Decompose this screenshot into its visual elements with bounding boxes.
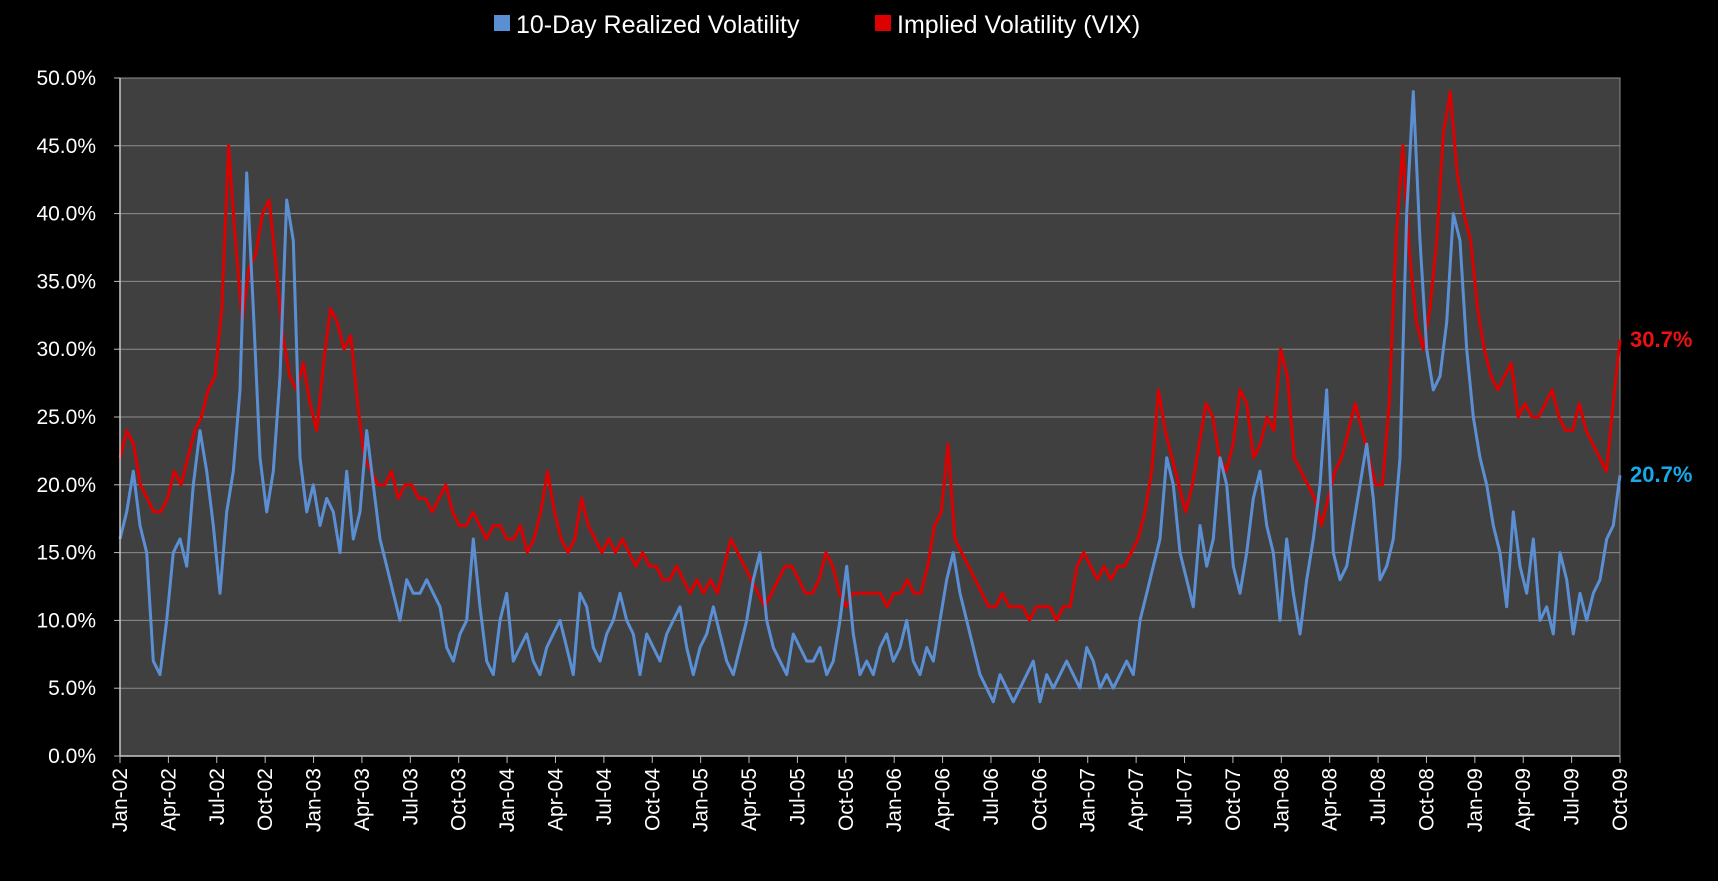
x-tick-label: Oct-09 bbox=[1609, 768, 1632, 831]
legend-label-realized: 10-Day Realized Volatility bbox=[516, 11, 800, 39]
y-tick-label: 5.0% bbox=[48, 677, 96, 700]
x-tick-label: Jul-06 bbox=[980, 768, 1003, 825]
x-tick-label: Apr-06 bbox=[932, 768, 955, 831]
legend-item-realized: 10-Day Realized Volatility bbox=[494, 11, 800, 39]
y-tick-label: 30.0% bbox=[36, 338, 96, 361]
gridlines bbox=[114, 77, 1621, 763]
x-tick-label: Jul-04 bbox=[593, 768, 616, 826]
x-tick-label: Jan-03 bbox=[303, 768, 326, 832]
x-tick-label: Apr-04 bbox=[544, 768, 567, 831]
end-value-label-realized: 20.7% bbox=[1630, 462, 1692, 487]
y-tick-label: 25.0% bbox=[36, 406, 96, 429]
series-line-realized bbox=[118, 90, 1622, 704]
x-tick-label: Oct-03 bbox=[448, 768, 471, 831]
x-tick-label: Oct-07 bbox=[1222, 768, 1245, 831]
x-tick-label: Jan-09 bbox=[1464, 768, 1487, 832]
x-tick-label: Jul-03 bbox=[399, 768, 422, 825]
x-tick-label: Apr-05 bbox=[738, 768, 761, 831]
x-tick-label: Jul-08 bbox=[1367, 768, 1390, 825]
x-tick-label: Apr-09 bbox=[1512, 768, 1535, 831]
y-tick-label: 10.0% bbox=[36, 609, 96, 632]
legend-swatch-implied bbox=[875, 15, 891, 31]
y-tick-label: 35.0% bbox=[36, 270, 96, 293]
legend-label-implied: Implied Volatility (VIX) bbox=[897, 11, 1140, 39]
x-tick-label: Apr-02 bbox=[157, 768, 180, 831]
x-tick-label: Jul-02 bbox=[206, 768, 229, 825]
x-tick-label: Jan-07 bbox=[1077, 768, 1100, 832]
x-tick-label: Oct-05 bbox=[835, 768, 858, 831]
series-layer bbox=[118, 90, 1622, 704]
x-tick-label: Jan-02 bbox=[109, 768, 132, 832]
x-tick-label: Jan-05 bbox=[690, 768, 713, 832]
x-tick-label: Oct-08 bbox=[1415, 768, 1438, 831]
axes bbox=[119, 78, 1620, 757]
x-tick-label: Oct-04 bbox=[641, 768, 664, 831]
tick-labels: 0.0% 5.0% 10.0% 15.0% 20.0% 25.0% 30.0% 35.0% 40… bbox=[36, 67, 1632, 832]
x-tick-label: Oct-06 bbox=[1028, 768, 1051, 831]
legend-item-implied: Implied Volatility (VIX) bbox=[875, 11, 1140, 39]
y-tick-label: 50.0% bbox=[36, 67, 96, 90]
y-tick-label: 20.0% bbox=[36, 474, 96, 497]
x-tick-label: Jul-07 bbox=[1174, 768, 1197, 825]
end-value-label-implied: 30.7% bbox=[1630, 327, 1692, 352]
x-tick-label: Apr-07 bbox=[1125, 768, 1148, 831]
legend: 10-Day Realized Volatility Implied Volat… bbox=[494, 11, 1140, 39]
y-tick-label: 15.0% bbox=[36, 542, 96, 565]
x-tick-label: Jul-05 bbox=[786, 768, 809, 825]
x-tick-label: Apr-03 bbox=[351, 768, 374, 831]
x-tick-label: Jan-08 bbox=[1270, 768, 1293, 832]
x-tick-label: Jul-09 bbox=[1561, 768, 1584, 825]
x-tick-label: Apr-08 bbox=[1319, 768, 1342, 831]
x-tick-label: Oct-02 bbox=[254, 768, 277, 831]
legend-swatch-realized bbox=[494, 15, 510, 31]
y-tick-label: 40.0% bbox=[36, 203, 96, 226]
y-tick-label: 0.0% bbox=[48, 745, 96, 768]
x-tick-label: Jan-04 bbox=[496, 768, 519, 833]
y-tick-label: 45.0% bbox=[36, 135, 96, 158]
x-tick-label: Jan-06 bbox=[883, 768, 906, 832]
